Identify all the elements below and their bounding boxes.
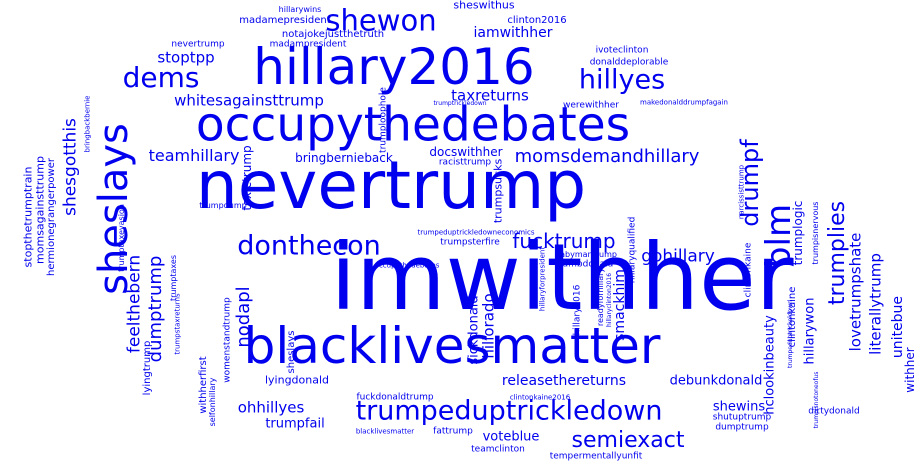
word-lyingtrump-vertical: lyingtrump bbox=[142, 340, 153, 396]
word-hclookinbeauty-vertical: hclookinbeauty bbox=[762, 315, 778, 415]
word-smackhim-vertical: smackhim bbox=[612, 269, 628, 341]
word-ohhillyes: ohhillyes bbox=[237, 398, 305, 417]
word-debunkdonald: debunkdonald bbox=[669, 373, 763, 389]
word-donthecon: donthecon bbox=[237, 230, 381, 262]
word-blacklivesmatter-small: blacklivesmatter bbox=[355, 427, 415, 436]
word-bringbernieback: bringbernieback bbox=[295, 151, 393, 165]
word-trumptaxevasion-vertical: trumptaxevasion bbox=[117, 204, 126, 272]
word-babymantrump: babymantrump bbox=[555, 250, 617, 259]
word-dumptrump-small: dumptrump bbox=[715, 422, 769, 433]
word-trumpisnervous-vertical: trumpisnervous bbox=[811, 201, 820, 265]
word-nodapl-vertical: nodapl bbox=[233, 286, 254, 348]
word-semiexact: semiexact bbox=[571, 428, 685, 453]
word-sheslays-small-vertical: sheslays bbox=[286, 330, 297, 374]
word-selfonhillary-vertical: selfonhillary bbox=[208, 377, 217, 427]
word-trumpisnotoneofus-vertical: trumpisnotoneofus bbox=[813, 371, 820, 429]
word-clinton2016: clinton2016 bbox=[507, 15, 567, 26]
word-hillarywon-vertical: hillarywon bbox=[802, 297, 818, 365]
word-shewins: shewins bbox=[712, 399, 766, 415]
word-nevertrump: nevertrump bbox=[195, 147, 587, 224]
word-clintonkaine2016: clintonkaine2016 bbox=[509, 393, 571, 402]
word-blacklivesmatter: blacklivesmatter bbox=[243, 317, 661, 375]
word-releasethereturns: releasethereturns bbox=[501, 373, 627, 389]
word-hillary2016-vertical: hillary2016 bbox=[572, 284, 583, 336]
word-madamepresident: madamepresident bbox=[239, 15, 331, 26]
word-momsagainsttrump-vertical: momsagainsttrump bbox=[33, 156, 47, 264]
word-teamclinton: teamclinton bbox=[471, 444, 525, 455]
word-lyingdonald: lyingdonald bbox=[264, 373, 330, 387]
word-whitesagainsttrump: whitesagainsttrump bbox=[174, 91, 324, 110]
word-occupythedebates: occupythedebates bbox=[195, 97, 631, 153]
word-shewon: shewon bbox=[325, 3, 437, 38]
word-stopthetrumptrain-vertical: stopthetrumptrain bbox=[21, 166, 35, 268]
word-readyforhillary-vertical: readyforhillary bbox=[596, 267, 605, 327]
word-sheswithus: sheswithus bbox=[453, 0, 515, 12]
word-hillaryqualified-vertical: hillaryqualified bbox=[627, 216, 638, 284]
word-makedonalddrumpfagain: makedonalddrumpfagain bbox=[640, 98, 728, 107]
word-gohillary: gohillary bbox=[641, 246, 715, 267]
word-trumpsterfire: trumpsterfire bbox=[440, 237, 500, 248]
word-hillyes: hillyes bbox=[578, 64, 666, 96]
word-hermionegrangerpower-vertical: hermionegrangerpower bbox=[46, 158, 57, 276]
word-clintonkaine-vertical: clintonkaine bbox=[743, 242, 754, 298]
word-womenstandtrump-vertical: womenstandtrump bbox=[222, 297, 233, 383]
word-hillary2016: hillary2016 bbox=[253, 38, 535, 96]
word-notajokejustthetruth: notajokejustthetruth bbox=[281, 29, 385, 40]
word-werewithher: werewithher bbox=[563, 100, 619, 111]
word-clintonkaine-small-vertical: clintonkaine bbox=[787, 286, 798, 348]
word-shutuptrump: shutuptrump bbox=[712, 412, 772, 423]
word-trumploophole-vertical: trumploophole bbox=[378, 87, 389, 153]
word-hillaryforpresident-vertical: hillaryforpresident bbox=[538, 246, 547, 312]
word-trumpfail: trumpfail bbox=[265, 416, 325, 432]
word-taxreturns: taxreturns bbox=[451, 86, 529, 105]
word-voteblue: voteblue bbox=[482, 429, 540, 445]
word-fucktrump: fucktrump bbox=[512, 229, 616, 253]
word-stoptpp: stoptpp bbox=[157, 48, 215, 67]
word-racisttrump: racisttrump bbox=[438, 157, 492, 168]
word-narcissisttrump-vertical: narcissisttrump bbox=[737, 164, 746, 220]
word-dirtydonald: dirtydonald bbox=[808, 406, 860, 417]
word-imwithher: imwithher bbox=[330, 224, 794, 331]
word-trumpeduptrickledowneconomics: trumpeduptrickledowneconomics bbox=[417, 228, 535, 237]
word-literallytrump-vertical: literallytrump bbox=[866, 253, 885, 355]
word-hillaryclinton2016-vertical: hillaryclinton2016 bbox=[606, 272, 613, 328]
word-ivoteclinton: ivoteclinton bbox=[595, 45, 649, 56]
word-docswithher: docswithher bbox=[429, 145, 503, 159]
word-madampresident: madampresident bbox=[269, 39, 347, 50]
word-fuckdonaldtrump: fuckdonaldtrump bbox=[356, 392, 434, 403]
word-withher-vertical: withher bbox=[903, 347, 917, 393]
word-momsdemandhillary: momsdemandhillary bbox=[514, 146, 700, 167]
word-hillorado-vertical: hillorado bbox=[479, 293, 498, 359]
word-trumplogic-vertical: trumplogic bbox=[791, 200, 805, 266]
word-feelthebern-vertical: feelthebern bbox=[124, 254, 145, 354]
word-lovetrumpshate-vertical: lovetrumpshate bbox=[846, 232, 865, 352]
word-trumpeduptrickledown: trumpeduptrickledown bbox=[355, 395, 663, 427]
word-sickdonald-vertical: sickdonald bbox=[466, 295, 482, 365]
word-trumpstaxreturns-vertical: trumpstaxreturns bbox=[173, 293, 182, 355]
word-teamhillary: teamhillary bbox=[148, 146, 240, 165]
word-trumpdump: trumpdump bbox=[199, 201, 247, 210]
word-donalddeplorable: donalddeplorable bbox=[589, 57, 669, 68]
word-trumptrickledown: trumptrickledown bbox=[433, 100, 487, 107]
word-nevertrump-small: nevertrump bbox=[171, 39, 225, 50]
word-iamwithher: iamwithher bbox=[473, 25, 553, 41]
word-hillarywins: hillarywins bbox=[278, 5, 322, 14]
word-tempermentallyunfit: tempermentallyunfit bbox=[549, 451, 643, 462]
word-bringbackbernie-vertical: bringbackbernie bbox=[83, 95, 92, 153]
word-fattrump: fattrump bbox=[433, 426, 473, 437]
word-dumbdonald: dumbdonald bbox=[556, 259, 614, 270]
word-occupythedebates-small: occupythedebates bbox=[374, 261, 440, 270]
word-trumpsucks-vertical: trumpsucks bbox=[491, 158, 505, 224]
word-dems: dems bbox=[122, 61, 200, 94]
word-shesgotthis-vertical: shesgotthis bbox=[60, 118, 81, 216]
